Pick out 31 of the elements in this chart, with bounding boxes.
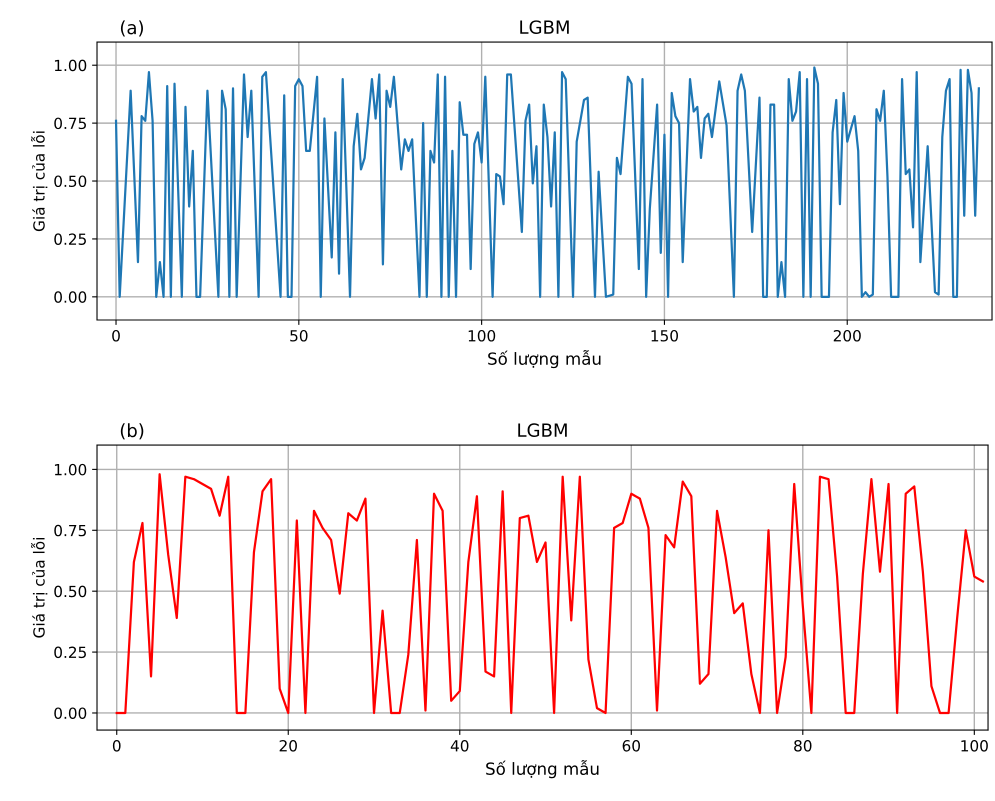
x-tick-label: 40: [450, 740, 468, 752]
x-tick-label: 100: [961, 740, 988, 752]
line-series: [114, 66, 980, 298]
y-tick-label: 0.25: [54, 646, 86, 658]
chart-title: LGBM: [518, 423, 567, 437]
y-tick-label: 0.50: [54, 175, 86, 188]
y-tick-label: 0.25: [54, 233, 86, 245]
x-tick-label: 100: [468, 330, 496, 342]
x-axis-title: Số lượng mẫu: [488, 350, 600, 368]
x-tick-label: 80: [794, 740, 812, 752]
line-series: [116, 473, 984, 714]
x-tick-label: 200: [834, 330, 861, 342]
y-tick-label: 1.00: [54, 464, 86, 476]
y-tick-label: 0.50: [54, 586, 86, 598]
x-tick-label: 20: [280, 740, 297, 752]
x-tick-label: 0: [112, 740, 121, 752]
chart-title: LGBM: [520, 20, 569, 34]
y-tick-label: 0.00: [54, 291, 86, 303]
y-axis-title: Giá trị của lỗi: [31, 132, 48, 232]
x-axis-title: Số lượng mẫu: [486, 760, 598, 778]
x-tick-label: 50: [290, 330, 308, 342]
y-tick-label: 0.75: [54, 118, 86, 130]
y-tick-label: 1.00: [54, 60, 86, 72]
text: (a): [120, 20, 143, 37]
y-tick-label: 0.75: [54, 524, 86, 536]
y-tick-label: 0.00: [54, 707, 86, 719]
x-tick-label: 150: [652, 330, 678, 342]
text: (b): [120, 423, 144, 440]
y-axis-title: Giá trị của lỗi: [31, 538, 48, 638]
x-tick-label: 0: [112, 330, 120, 342]
x-tick-label: 60: [622, 740, 640, 752]
